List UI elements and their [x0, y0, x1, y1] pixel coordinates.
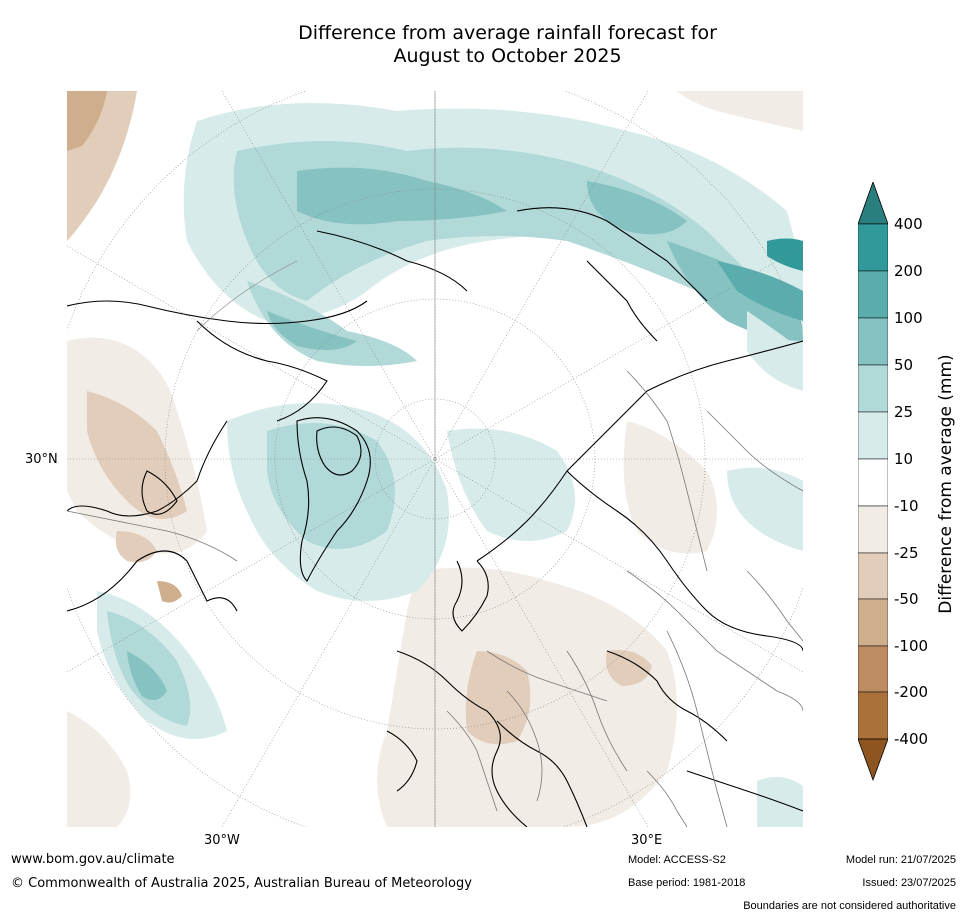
colorbar-tick-label: 200 — [894, 262, 923, 280]
colorbar-tick-label: 100 — [894, 309, 923, 327]
colorbar-bin — [857, 598, 889, 647]
colorbar-tick-label: -100 — [894, 637, 929, 655]
copyright-text: © Commonwealth of Australia 2025, Austra… — [11, 876, 472, 891]
colorbar-bin — [857, 411, 889, 460]
base-period-text: Base period: 1981-2018 — [628, 877, 746, 889]
disclaimer-text: Boundaries are not considered authoritat… — [743, 900, 956, 912]
colorbar-tick-label: 25 — [894, 403, 914, 421]
colorbar-bin — [857, 645, 889, 693]
lon-30w-label: 30°W — [204, 833, 240, 848]
website-link[interactable]: www.bom.gov.au/climate — [11, 852, 175, 867]
map-title: Difference from average rainfall forecas… — [150, 22, 865, 68]
country-boundaries — [67, 370, 803, 827]
colorbar-tick-label: -50 — [894, 590, 919, 608]
title-line-1: Difference from average rainfall forecas… — [298, 22, 717, 44]
colorbar-axis-title: Difference from average (mm) — [936, 354, 956, 614]
colorbar-bin — [857, 691, 889, 740]
coastlines — [67, 207, 803, 827]
model-run-text: Model run: 21/07/2025 — [845, 854, 956, 866]
colorbar-tick-label: -10 — [894, 497, 919, 515]
colorbar — [857, 180, 889, 782]
colorbar-bin — [857, 505, 889, 554]
colorbar-tick-label: 50 — [894, 356, 914, 374]
title-line-2: August to October 2025 — [393, 45, 622, 67]
wetter-regions — [97, 103, 803, 827]
colorbar-bin — [857, 223, 889, 272]
rainfall-map — [67, 91, 803, 827]
model-text: Model: ACCESS-S2 — [628, 854, 726, 866]
lon-30e-label: 30°E — [631, 833, 663, 848]
colorbar-bin — [857, 317, 889, 366]
colorbar-bin — [857, 552, 889, 600]
colorbar-min-extend — [857, 738, 889, 782]
colorbar-max-extend — [857, 180, 889, 225]
colorbar-tick-label: 400 — [894, 215, 923, 233]
colorbar-bin — [857, 364, 889, 413]
colorbar-tick-label: -200 — [894, 683, 929, 701]
issued-text: Issued: 23/07/2025 — [862, 877, 956, 889]
lat-30n-label: 30°N — [25, 452, 58, 467]
drier-regions — [67, 91, 803, 827]
colorbar-tick-label: 10 — [894, 450, 914, 468]
colorbar-bin — [857, 270, 889, 319]
colorbar-bin — [857, 458, 889, 507]
colorbar-tick-label: -400 — [894, 730, 929, 748]
colorbar-tick-label: -25 — [894, 544, 919, 562]
